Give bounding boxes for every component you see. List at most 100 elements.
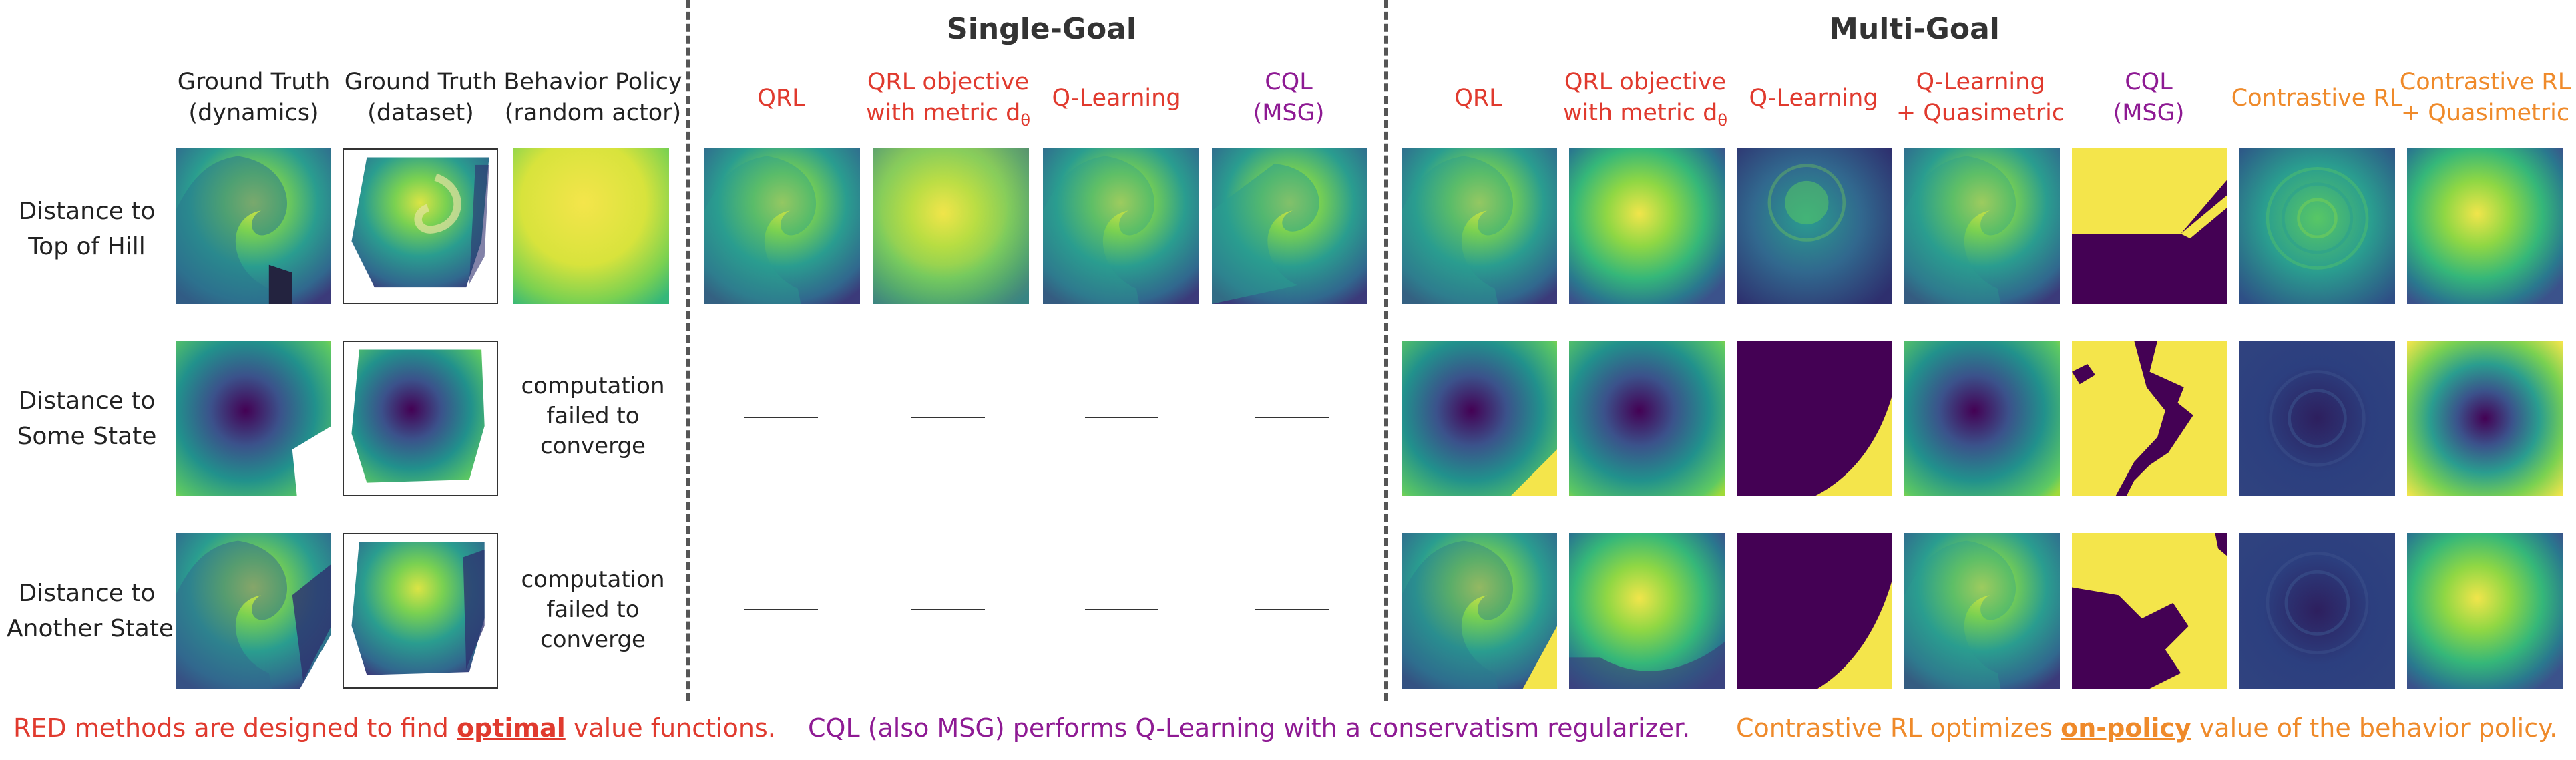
heatmap-cql-multi-top-of-hill xyxy=(2072,148,2227,304)
heatmap-cql-multi-some-state xyxy=(2072,341,2227,496)
heatmap-gt-dynamics-top-of-hill xyxy=(176,148,331,304)
heatmap-q-learning-quasimetric-another-state xyxy=(1904,533,2060,689)
heatmap-qrl-metric-single-top-of-hill xyxy=(873,148,1029,304)
separator-multi-goal xyxy=(1384,0,1388,701)
heatmap-qrl-multi-some-state xyxy=(1402,341,1557,496)
row-label-top-of-hill: Distance to Top of Hill xyxy=(7,194,167,264)
heatmap-qrl-metric-multi-some-state xyxy=(1569,341,1725,496)
footer-red-emphasis: optimal xyxy=(457,713,566,743)
col-header-line: Contrastive RL xyxy=(2399,69,2571,96)
empty-dash xyxy=(1255,609,1329,610)
col-header-gt-dynamics: Ground Truth (dynamics) xyxy=(178,67,331,128)
failed-line: failed to xyxy=(546,403,640,429)
empty-dash xyxy=(744,609,818,610)
col-header-behavior-policy: Behavior Policy (random actor) xyxy=(503,67,682,128)
heatmap-contrastive-rl-another-state xyxy=(2239,533,2395,689)
col-header-line: (dataset) xyxy=(367,100,474,126)
heatmap-gt-dynamics-another-state xyxy=(176,533,331,689)
col-header-gt-dataset: Ground Truth (dataset) xyxy=(345,67,497,128)
col-header-q-learning-single: Q-Learning xyxy=(1052,85,1181,112)
heatmap-cql-multi-another-state xyxy=(2072,533,2227,689)
empty-dash xyxy=(1255,417,1329,418)
footer-contrastive-note: Contrastive RL optimizes on-policy value… xyxy=(1736,713,2557,743)
col-header-line: Behavior Policy xyxy=(503,69,682,96)
heatmap-qrl-single-top-of-hill xyxy=(704,148,860,304)
col-header-contrastive-rl: Contrastive RL xyxy=(2231,85,2403,112)
col-header-line: CQL xyxy=(2125,69,2173,96)
col-header-line: QRL objective xyxy=(867,69,1030,96)
col-header-cql-multi: CQL (MSG) xyxy=(2113,67,2185,128)
row-label-line: Another State xyxy=(7,615,174,642)
heatmap-q-learning-quasimetric-some-state xyxy=(1904,341,2060,496)
row-label-line: Distance to xyxy=(18,198,156,225)
failed-line: converge xyxy=(540,626,646,653)
heatmap-gt-dynamics-some-state xyxy=(176,341,331,496)
heatmap-gt-dataset-another-state xyxy=(343,533,498,689)
heatmap-gt-dataset-top-of-hill xyxy=(343,148,498,304)
failed-line: computation xyxy=(521,566,665,593)
heatmap-contrastive-rl-quasimetric-some-state xyxy=(2407,341,2563,496)
footer-orange-emphasis: on-policy xyxy=(2061,713,2191,743)
section-title-multi-goal: Multi-Goal xyxy=(1829,12,2000,46)
col-header-qrl-multi: QRL xyxy=(1454,85,1502,112)
heatmap-q-learning-multi-some-state xyxy=(1737,341,1892,496)
footer-red-text: RED methods are designed to find xyxy=(13,713,457,743)
empty-dash xyxy=(911,609,985,610)
empty-dash xyxy=(1085,417,1158,418)
heatmap-contrastive-rl-some-state xyxy=(2239,341,2395,496)
heatmap-gt-dataset-some-state xyxy=(343,341,498,496)
heatmap-qrl-metric-multi-another-state xyxy=(1569,533,1725,689)
heatmap-contrastive-rl-top-of-hill xyxy=(2239,148,2395,304)
col-header-line: with metric dθ xyxy=(1562,100,1728,130)
row-label-line: Distance to xyxy=(18,580,156,607)
row-label-line: Distance to xyxy=(18,387,156,415)
row-label-some-state: Distance to Some State xyxy=(7,383,167,454)
col-header-qrl-metric-single: QRL objective with metric dθ xyxy=(866,67,1030,136)
col-header-q-learning-quasimetric: Q-Learning + Quasimetric xyxy=(1896,67,2065,128)
failed-to-converge-row3: computation failed to converge xyxy=(519,565,666,655)
footer-cql-note: CQL (also MSG) performs Q-Learning with … xyxy=(808,713,1691,743)
col-header-line: Ground Truth xyxy=(177,69,331,96)
heatmap-qrl-multi-top-of-hill xyxy=(1402,148,1557,304)
row-label-line: Top of Hill xyxy=(28,233,146,260)
col-header-line: (random actor) xyxy=(504,100,682,126)
col-header-line: (MSG) xyxy=(1253,100,1325,126)
empty-dash xyxy=(744,417,818,418)
failed-line: computation xyxy=(521,373,665,399)
heatmap-q-learning-multi-top-of-hill xyxy=(1737,148,1892,304)
col-header-line: Ground Truth xyxy=(344,69,497,96)
col-header-line: Q-Learning xyxy=(1916,69,2045,96)
failed-line: failed to xyxy=(546,596,640,623)
heatmap-cql-single-top-of-hill xyxy=(1212,148,1367,304)
col-header-contrastive-rl-quasimetric: Contrastive RL + Quasimetric xyxy=(2400,67,2571,128)
footer-orange-text-end: value of the behavior policy. xyxy=(2191,713,2558,743)
col-header-q-learning-multi: Q-Learning xyxy=(1749,85,1878,112)
row-label-line: Some State xyxy=(17,423,157,450)
failed-to-converge-row2: computation failed to converge xyxy=(519,371,666,461)
footer-orange-text: Contrastive RL optimizes xyxy=(1736,713,2061,743)
col-header-qrl-metric-multi: QRL objective with metric dθ xyxy=(1563,67,1727,136)
heatmap-q-learning-multi-another-state xyxy=(1737,533,1892,689)
heatmap-behavior-top-of-hill xyxy=(513,148,669,304)
col-header-qrl-single: QRL xyxy=(757,85,805,112)
col-header-line: CQL xyxy=(1265,69,1313,96)
heatmap-qrl-multi-another-state xyxy=(1402,533,1557,689)
heatmap-q-learning-quasimetric-top-of-hill xyxy=(1904,148,2060,304)
heatmap-qrl-metric-multi-top-of-hill xyxy=(1569,148,1725,304)
heatmap-contrastive-rl-quasimetric-top-of-hill xyxy=(2407,148,2563,304)
footer-red-text-end: value functions. xyxy=(565,713,776,743)
col-header-line: with metric dθ xyxy=(865,100,1031,130)
footer-red-methods: RED methods are designed to find optimal… xyxy=(13,713,776,743)
heatmap-contrastive-rl-quasimetric-another-state xyxy=(2407,533,2563,689)
col-header-line: (MSG) xyxy=(2113,100,2185,126)
col-header-line: QRL objective xyxy=(1564,69,1727,96)
row-label-another-state: Distance to Another State xyxy=(7,576,174,646)
failed-line: converge xyxy=(540,433,646,459)
heatmap-q-learning-single-top-of-hill xyxy=(1043,148,1199,304)
col-header-line: + Quasimetric xyxy=(2400,100,2570,126)
separator-single-goal xyxy=(686,0,690,701)
section-title-single-goal: Single-Goal xyxy=(947,12,1136,46)
col-header-line: + Quasimetric xyxy=(1896,100,2065,126)
empty-dash xyxy=(1085,609,1158,610)
col-header-cql-single: CQL (MSG) xyxy=(1253,67,1325,128)
